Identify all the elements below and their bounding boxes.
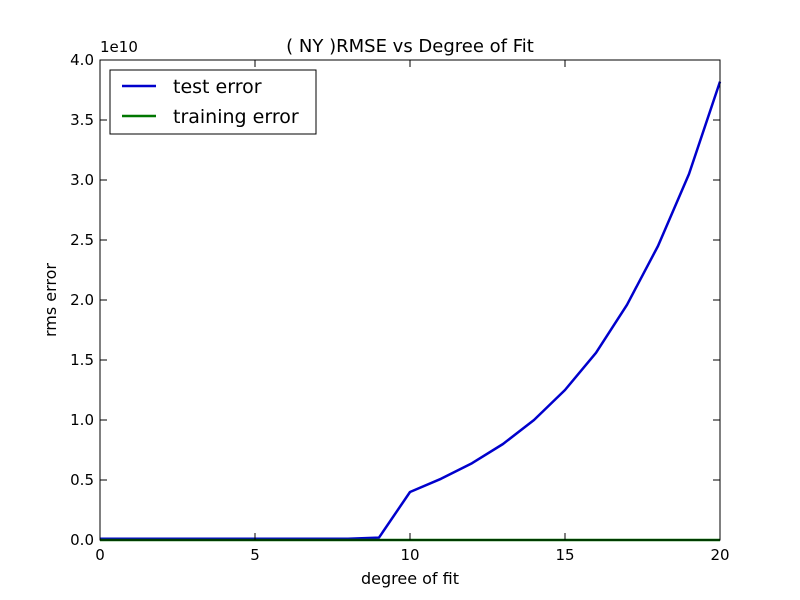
x-tick-label: 10 xyxy=(400,546,419,564)
legend-box xyxy=(109,69,317,135)
plot-area-frame xyxy=(99,59,721,541)
y-axis-label: rms error xyxy=(41,263,60,337)
y-tick-label: 2.5 xyxy=(70,231,94,249)
x-tick-label: 15 xyxy=(555,546,574,564)
y-tick-label: 1.0 xyxy=(70,411,94,429)
series-layer xyxy=(100,81,722,542)
legend-label: training error xyxy=(173,106,299,128)
x-tick-label: 5 xyxy=(250,546,260,564)
y-tick-label: 4.0 xyxy=(70,51,94,69)
y-tick-label: 2.0 xyxy=(70,291,94,309)
legend: test error training error xyxy=(109,69,317,135)
x-tick-label: 0 xyxy=(95,546,105,564)
y-tick-label: 0.5 xyxy=(70,471,94,489)
y-tick-label: 1.5 xyxy=(70,351,94,369)
legend-label: test error xyxy=(173,76,262,98)
y-axis-offset-label: 1e10 xyxy=(100,38,138,56)
tick-layer: 0 5 10 15 20 0.0 0.5 1.0 1.5 2.0 2.5 3.0 3.5 4.0 xyxy=(70,51,729,564)
x-axis-label: degree of fit xyxy=(361,569,459,588)
y-tick-label: 3.0 xyxy=(70,171,94,189)
chart-title: ( NY )RMSE vs Degree of Fit xyxy=(286,36,534,57)
x-tick-label: 20 xyxy=(710,546,729,564)
y-tick-label: 0.0 xyxy=(70,531,94,549)
series-line-test-error xyxy=(100,81,722,541)
y-tick-label: 3.5 xyxy=(70,111,94,129)
